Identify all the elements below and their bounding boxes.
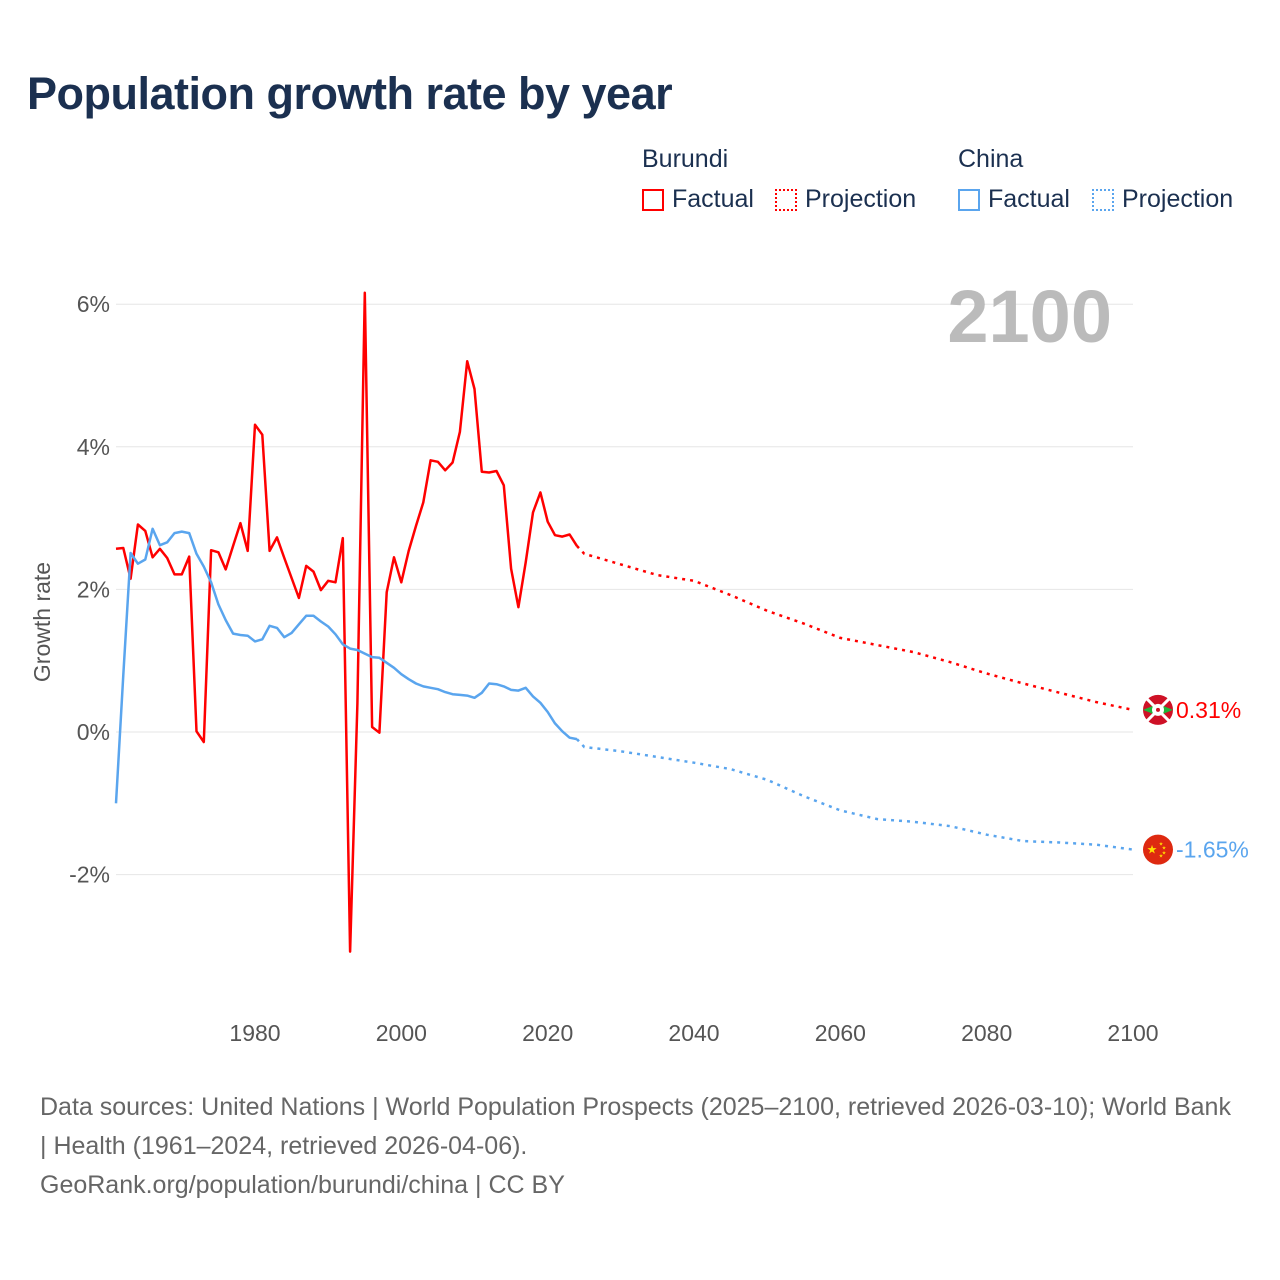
y-tick-label: -2% [69,862,110,888]
data-sources: Data sources: United Nations | World Pop… [40,1093,1231,1160]
china-end-label: -1.65% [1176,837,1249,863]
burundi-end-label: 0.31% [1176,697,1241,723]
legend-label: Projection [805,185,917,213]
legend-burundi-factual[interactable]: Factual [642,185,754,214]
dotted-swatch-icon [775,188,797,211]
legend-group-title: China [958,145,1024,173]
burundi-projection-line [575,545,1134,712]
year-indicator: 2100 [947,275,1112,358]
y-tick-label: 0% [77,719,110,745]
legend-label: Factual [988,185,1070,213]
x-tick-label: 2040 [668,1020,719,1046]
x-tick-label: 2020 [522,1020,573,1046]
solid-swatch-icon [958,188,980,211]
burundi-flag-icon [1143,694,1173,725]
x-tick-label: 1980 [229,1020,280,1046]
legend-group-title: Burundi [642,145,729,173]
y-tick-label: 4% [77,434,110,460]
burundi-factual-line [115,291,578,953]
legend-label: Factual [672,185,754,213]
x-tick-label: 2080 [961,1020,1012,1046]
svg-text:★: ★ [1147,843,1158,857]
credit-link[interactable]: GeoRank.org/population/burundi/china | C… [40,1171,565,1199]
y-tick-label: 2% [77,576,110,602]
legend-label: Projection [1122,185,1234,213]
x-tick-label: 2100 [1107,1020,1158,1046]
china-factual-line [114,527,578,804]
legend-burundi-projection[interactable]: Projection [775,185,916,214]
footer: Data sources: United Nations | World Pop… [40,1088,1240,1205]
x-tick-label: 2000 [376,1020,427,1046]
solid-swatch-icon [642,188,664,211]
x-tick-label: 2060 [815,1020,866,1046]
dotted-swatch-icon [1092,188,1114,211]
china-projection-line [575,738,1134,851]
svg-text:★: ★ [1159,854,1164,860]
legend-china-factual[interactable]: Factual [958,185,1070,214]
china-flag-icon: ★ ★★★★ [1143,834,1173,865]
y-tick-label: 6% [77,291,110,317]
y-axis-label: Growth rate [29,562,55,682]
legend-china-projection[interactable]: Projection [1092,185,1233,214]
svg-text:★: ★ [1162,851,1167,857]
svg-text:★: ★ [1159,842,1164,848]
chart-title: Population growth rate by year [27,68,673,119]
svg-text:★: ★ [1162,846,1167,852]
